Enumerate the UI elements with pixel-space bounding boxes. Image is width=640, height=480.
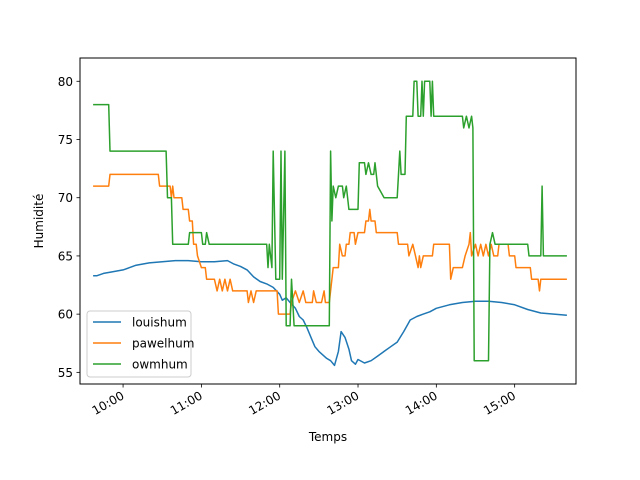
legend-label-louishum: louishum	[132, 316, 187, 330]
y-tick-label: 75	[58, 133, 73, 147]
y-tick-label: 70	[58, 191, 73, 205]
y-tick-label: 80	[58, 75, 73, 89]
x-axis-label: Temps	[308, 430, 347, 444]
legend-label-pawelhum: pawelhum	[132, 337, 194, 351]
legend-label-owmhum: owmhum	[132, 358, 188, 372]
y-axis: 55 60 65 70 75 80	[58, 75, 80, 380]
y-tick-label: 65	[58, 249, 73, 263]
series-line-pawelhum	[93, 173, 567, 315]
legend: louishum pawelhum owmhum	[86, 310, 194, 378]
series-line-owmhum	[93, 80, 567, 362]
y-tick-label: 60	[58, 308, 73, 322]
series-layer	[93, 80, 567, 367]
plot-frame	[79, 57, 577, 385]
series-line-louishum	[93, 259, 567, 367]
y-axis-label: Humidité	[32, 194, 46, 249]
y-tick-label: 55	[58, 366, 73, 380]
legend-box	[86, 310, 192, 378]
